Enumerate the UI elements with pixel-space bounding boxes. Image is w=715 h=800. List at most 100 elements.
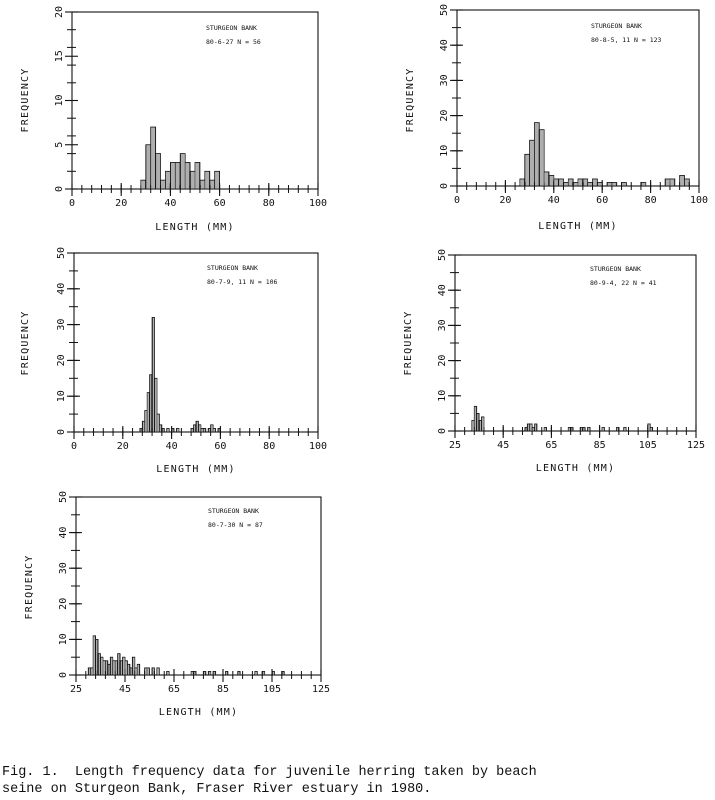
x-tick-label: 40	[548, 195, 560, 206]
x-tick-label: 45	[497, 440, 509, 451]
y-tick-label: 10	[58, 633, 69, 645]
y-axis-label: FREQUENCY	[405, 68, 416, 133]
y-tick-label: 20	[58, 598, 69, 610]
x-tick-label: 125	[312, 684, 330, 695]
plot-frame	[454, 254, 697, 432]
histogram-bar	[534, 122, 540, 187]
histogram-bar	[184, 162, 191, 190]
y-tick-label: 50	[58, 491, 69, 503]
x-tick-label: 0	[69, 198, 75, 209]
x-tick-label: 65	[545, 440, 557, 451]
plot-frame	[73, 252, 319, 433]
y-tick-label: 50	[56, 247, 67, 259]
histogram-bar	[679, 175, 685, 187]
x-tick-label: 100	[309, 441, 327, 452]
x-tick-label: 80	[263, 441, 275, 452]
histogram-bar	[481, 416, 485, 432]
histogram-bar	[237, 671, 241, 676]
chart-title: STURGEON BANK	[206, 24, 257, 32]
histogram-bar	[596, 182, 603, 187]
x-axis-label: LENGTH (MM)	[159, 707, 238, 718]
histogram-bar	[156, 413, 160, 433]
y-tick-label: 30	[58, 562, 69, 574]
y-tick-label: 40	[58, 527, 69, 539]
histogram-bar	[165, 170, 171, 190]
histogram-bar	[207, 671, 212, 676]
histogram-bar	[204, 170, 211, 190]
histogram-bar	[553, 178, 560, 187]
histogram-svg: 0 20 40 60 80 100 0 10 20 30 40 50 LENGTH (MM) FREQUE…	[20, 247, 327, 475]
x-tick-label: 65	[168, 684, 180, 695]
x-tick-label: 25	[70, 684, 82, 695]
x-tick-label: 85	[217, 684, 229, 695]
histogram-bar	[199, 179, 206, 190]
y-tick-label: 20	[56, 354, 67, 366]
histogram-bar	[140, 179, 147, 190]
histogram-bar	[212, 428, 216, 433]
histogram-bar	[640, 182, 647, 187]
histogram-bar	[577, 178, 584, 187]
histogram-bar	[664, 178, 671, 187]
histogram-bar	[145, 144, 152, 190]
chart-subtitle: 80-6-27 N = 56	[206, 38, 261, 46]
histogram-bar	[519, 178, 526, 187]
y-tick-label: 50	[439, 4, 450, 16]
histogram-bar	[587, 182, 593, 187]
histogram-bar	[582, 427, 586, 432]
y-tick-label: 5	[54, 142, 65, 148]
histogram-panel-80-7-9: 0 20 40 60 80 100 0 10 20 30 40 50 LENGTH (MM) FREQUE…	[0, 243, 340, 483]
x-axis-label: LENGTH (MM)	[536, 463, 615, 474]
plot-frame	[75, 496, 322, 676]
histogram-bar	[563, 182, 569, 187]
chart-title: STURGEON BANK	[207, 264, 258, 272]
x-tick-label: 60	[596, 195, 608, 206]
histogram-bar	[606, 182, 613, 187]
chart-subtitle: 80-8-5, 11 N = 123	[591, 36, 662, 44]
histogram-bar	[189, 170, 196, 190]
x-axis-label: LENGTH (MM)	[155, 222, 234, 233]
histogram-bar	[567, 178, 574, 187]
chart-subtitle: 80-7-30 N = 87	[208, 521, 263, 529]
histogram-bar	[209, 179, 216, 190]
y-axis-label: FREQUENCY	[403, 311, 414, 376]
histogram-bar	[529, 139, 535, 187]
histogram-bar	[166, 428, 170, 433]
histogram-bar	[524, 153, 530, 187]
histogram-svg: 0 20 40 60 80 100 0 5 10 15 20 LENGTH (MM) FREQUENCY…	[20, 6, 327, 233]
y-tick-label: 20	[439, 110, 450, 122]
y-tick-label: 30	[56, 319, 67, 331]
histogram-bar	[146, 667, 150, 676]
x-axis-label: LENGTH (MM)	[538, 221, 617, 232]
histogram-bar	[150, 126, 157, 190]
histogram-bar	[684, 178, 690, 187]
y-axis-label: FREQUENCY	[24, 555, 35, 620]
histogram-bar	[534, 423, 538, 432]
x-tick-label: 80	[263, 198, 275, 209]
x-tick-label: 40	[164, 198, 176, 209]
histogram-bar	[538, 129, 545, 187]
x-tick-label: 0	[71, 441, 77, 452]
x-tick-label: 80	[645, 195, 657, 206]
histogram-panel-80-6-27: 0 20 40 60 80 100 0 5 10 15 20 LENGTH (MM) FREQUENCY…	[0, 0, 340, 240]
histogram-bar	[174, 162, 181, 190]
y-tick-label: 50	[437, 249, 448, 261]
histogram-bar	[160, 179, 166, 190]
histogram-bar	[176, 428, 180, 433]
histogram-bar	[225, 671, 229, 676]
y-tick-label: 40	[439, 39, 450, 51]
y-tick-label: 40	[437, 284, 448, 296]
x-tick-label: 85	[594, 440, 606, 451]
y-tick-label: 20	[437, 355, 448, 367]
chart-subtitle: 80-9-4, 22 N = 41	[590, 279, 657, 287]
y-tick-label: 30	[437, 319, 448, 331]
x-tick-label: 0	[454, 195, 460, 206]
y-tick-label: 10	[439, 145, 450, 157]
y-axis-label: FREQUENCY	[20, 311, 31, 376]
y-tick-label: 0	[58, 672, 69, 678]
histogram-bar	[254, 671, 258, 676]
histogram-bar	[543, 427, 547, 432]
y-tick-label: 10	[54, 94, 65, 106]
histogram-bar	[202, 428, 207, 433]
histogram-svg: 25 45 65 85 105 125 0 10 20 30 40 50 LENGTH (MM) FREQ…	[24, 491, 330, 718]
x-tick-label: 100	[309, 198, 327, 209]
